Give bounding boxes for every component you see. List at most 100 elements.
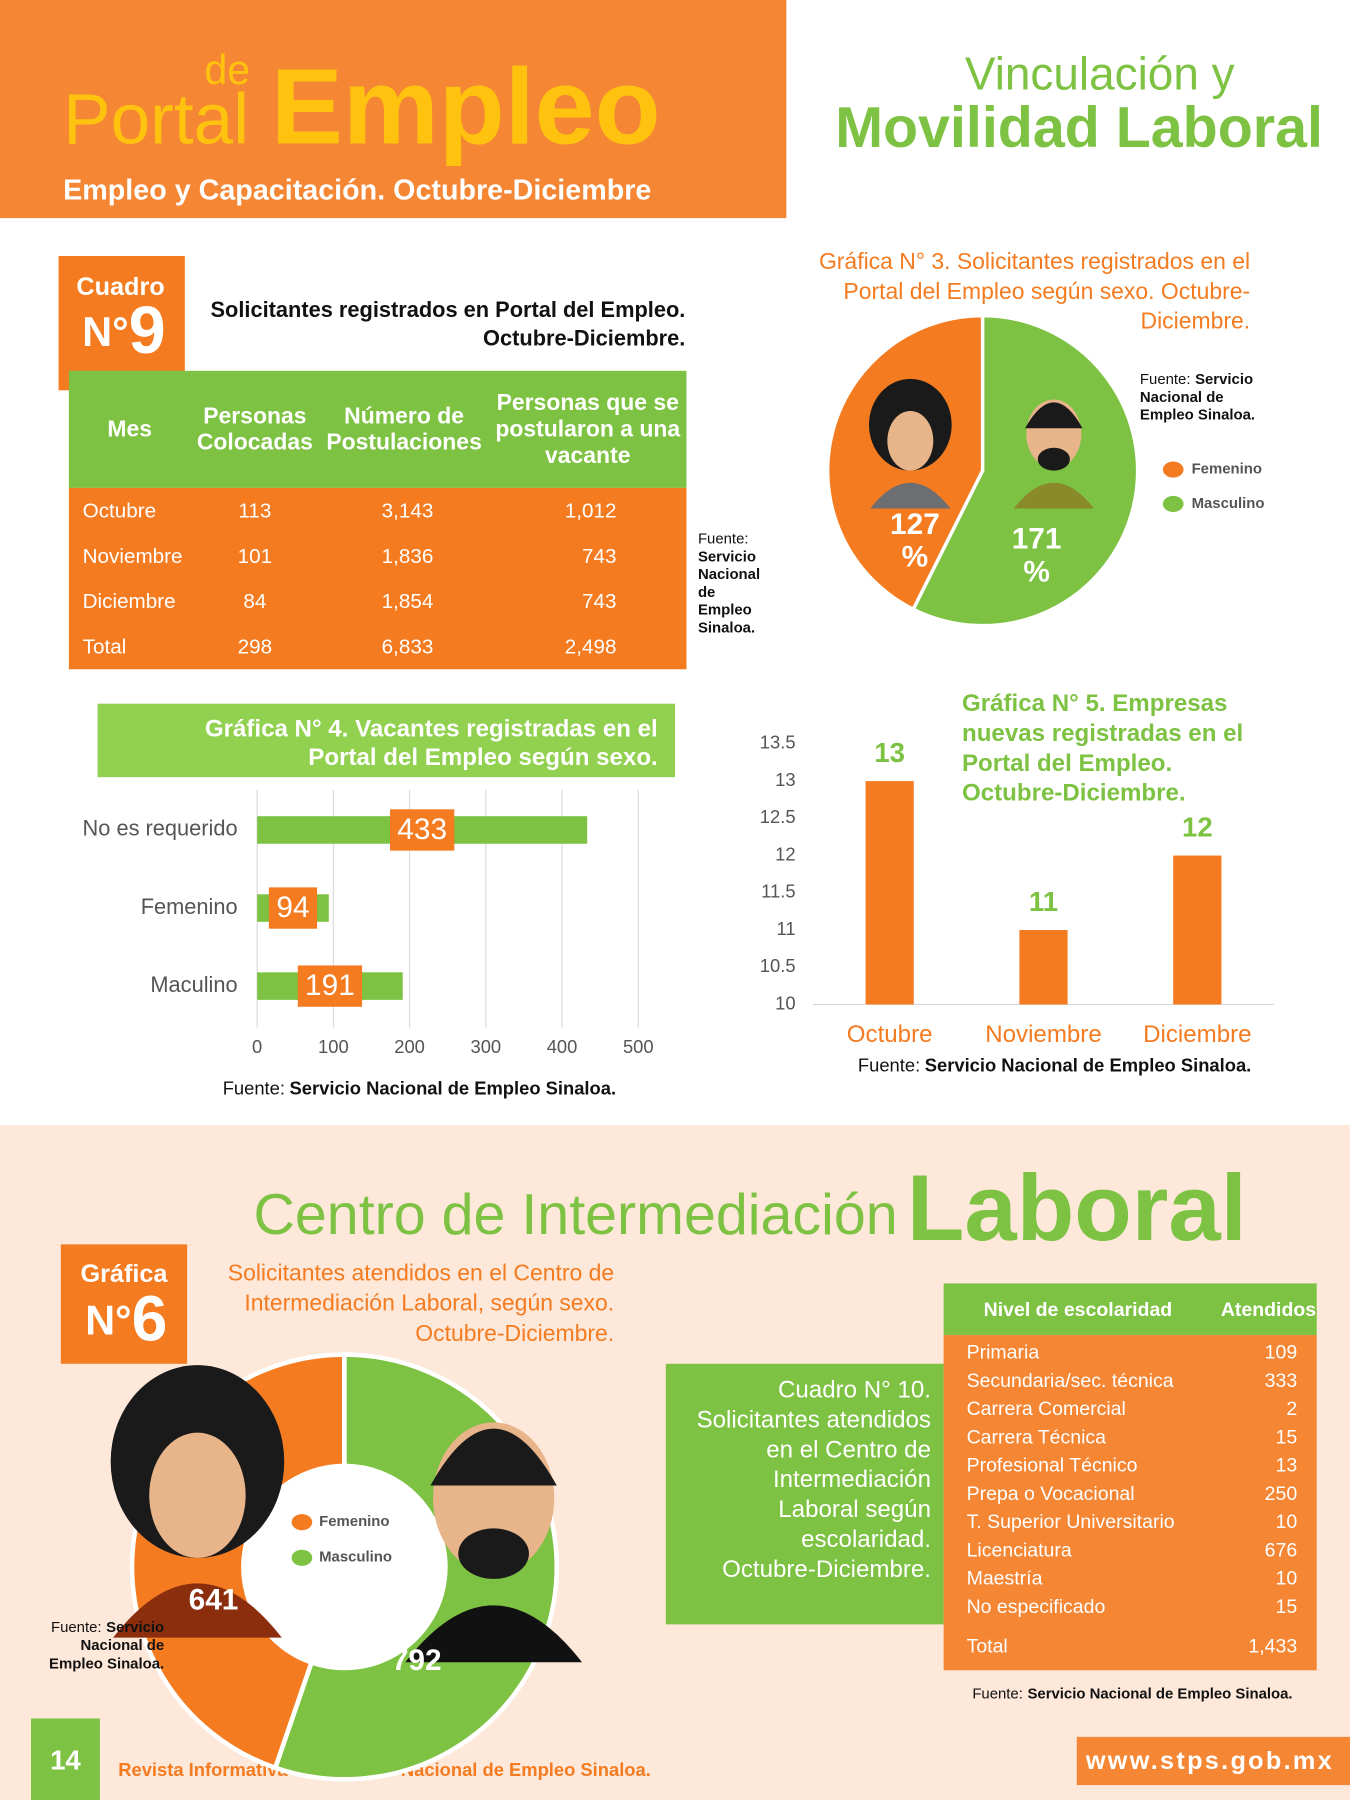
badge-number: N°6 <box>85 1283 167 1355</box>
badge <box>60 1244 188 1364</box>
icon <box>113 1583 282 1638</box>
table-title: Intermediación <box>773 1466 931 1493</box>
column-header: Mes <box>107 416 152 442</box>
table-body <box>943 1335 1317 1671</box>
table-cell: Octubre <box>83 499 156 522</box>
badge-label: Cuadro <box>76 273 164 301</box>
x-tick-label: Diciembre <box>1143 1021 1251 1048</box>
table-cell: 743 <box>582 590 616 613</box>
chart-title: Octubre-Diciembre. <box>415 1320 614 1346</box>
chart-title: Gráfica N° 4. Vacantes registradas en el <box>205 715 658 742</box>
chart-title: Portal del Empleo. <box>962 750 1172 777</box>
column-header: Nivel de escolaridad <box>984 1299 1173 1321</box>
table-cell: Total <box>967 1635 1008 1657</box>
icon <box>1025 402 1083 429</box>
table-cell: 10 <box>1275 1511 1297 1533</box>
value-label: 433 <box>397 813 447 846</box>
y-tick-label: No es requerido <box>83 816 238 841</box>
y-tick-label: 12 <box>775 843 795 864</box>
y-tick-label: Femenino <box>141 894 238 919</box>
table-cell: 15 <box>1275 1596 1297 1618</box>
legend-label: Femenino <box>319 1513 389 1530</box>
column-header: vacante <box>545 442 630 468</box>
header-band <box>0 0 787 219</box>
table-cell: 84 <box>243 590 266 613</box>
y-tick-label: Maculino <box>150 972 237 997</box>
y-tick-label: 10.5 <box>760 955 796 976</box>
value-label: 641 <box>189 1583 239 1616</box>
source-label: Fuente: <box>51 1619 102 1636</box>
source-label: Fuente: <box>858 1054 920 1075</box>
badge-label: Gráfica <box>80 1260 168 1288</box>
chart-title: Diciembre. <box>1141 308 1251 334</box>
x-tick-label: Noviembre <box>985 1021 1102 1048</box>
source-text: Servicio Nacional de Empleo Sinaloa. <box>1027 1685 1292 1702</box>
table-title: Solicitantes atendidos <box>697 1407 931 1434</box>
source-text: Empleo Sinaloa. <box>49 1655 164 1672</box>
x-tick-label: 0 <box>252 1036 262 1057</box>
value-label-box <box>297 965 363 1007</box>
source-text: Servicio Nacional de Empleo Sinaloa. <box>290 1077 616 1098</box>
table-cell: 2 <box>1286 1398 1297 1420</box>
title-box <box>97 703 675 778</box>
table-header <box>68 370 687 488</box>
source-text: Nacional <box>698 566 760 583</box>
value-label: 127% <box>890 508 940 574</box>
text-box <box>665 1363 944 1625</box>
table-cell: Noviembre <box>83 545 183 568</box>
source-text: Sinaloa. <box>698 619 755 636</box>
header-big: Empleo <box>271 45 661 166</box>
x-tick-label: 500 <box>623 1036 654 1057</box>
section-title: Laboral <box>907 1155 1247 1260</box>
icon <box>1037 447 1070 471</box>
table-title: Octubre-Diciembre. <box>483 326 685 351</box>
source-label: Fuente: <box>698 530 749 547</box>
table-cell: 10 <box>1275 1568 1297 1590</box>
table-cell: 101 <box>238 545 272 568</box>
x-tick-label: 100 <box>318 1036 349 1057</box>
chart-title: Octubre-Diciembre. <box>962 780 1186 807</box>
x-tick-label: 400 <box>547 1036 578 1057</box>
icon <box>430 1428 557 1486</box>
section-title: Movilidad Laboral <box>835 96 1323 160</box>
chart-title: nuevas registradas en el <box>962 720 1243 747</box>
badge-no: N° <box>82 309 128 355</box>
header-subtitle: Empleo y Capacitación. Octubre-Diciembre <box>63 175 651 207</box>
table-cell: Total <box>83 635 127 658</box>
table-cell: 676 <box>1265 1539 1298 1561</box>
legend-label: Masculino <box>319 1549 392 1566</box>
table-cell: 13 <box>1275 1455 1297 1477</box>
bar <box>1173 855 1222 1005</box>
icon <box>1013 482 1095 509</box>
y-tick-label: 12.5 <box>760 806 796 827</box>
source-text: Servicio <box>698 548 756 565</box>
icon <box>149 1432 246 1559</box>
table-body <box>68 487 687 670</box>
column-header: Número de <box>344 402 464 428</box>
table-cell: Prepa o Vocacional <box>967 1483 1135 1505</box>
table-cell: 109 <box>1265 1342 1298 1364</box>
source-text: Nacional de <box>1140 389 1224 406</box>
value-label-box <box>268 887 318 929</box>
column-header: Colocadas <box>197 429 313 455</box>
y-tick-label: 11 <box>776 918 795 939</box>
column-header: Personas que se <box>497 389 679 415</box>
value-label: 11 <box>1029 886 1058 917</box>
icon <box>887 410 934 471</box>
source-text: Servicio <box>1195 371 1253 388</box>
chart-title: Portal del Empleo según sexo. <box>308 744 657 771</box>
table-cell: 743 <box>582 545 616 568</box>
badge-num: 6 <box>132 1283 168 1355</box>
column-header: Atendidos <box>1221 1299 1316 1321</box>
pie-slice <box>911 313 1140 628</box>
chart-title: Gráfica N° 5. Empresas <box>962 690 1227 717</box>
chart-title: Portal del Empleo según sexo. Octubre- <box>843 278 1250 304</box>
table-cell: 1,012 <box>565 499 617 522</box>
source-label: Fuente: <box>1140 371 1191 388</box>
source: Empleo Sinaloa. <box>1140 406 1255 423</box>
value-label-box <box>390 809 455 851</box>
x-tick-label: Octubre <box>847 1021 933 1048</box>
icon <box>870 482 951 509</box>
table-cell: 1,854 <box>382 590 434 613</box>
